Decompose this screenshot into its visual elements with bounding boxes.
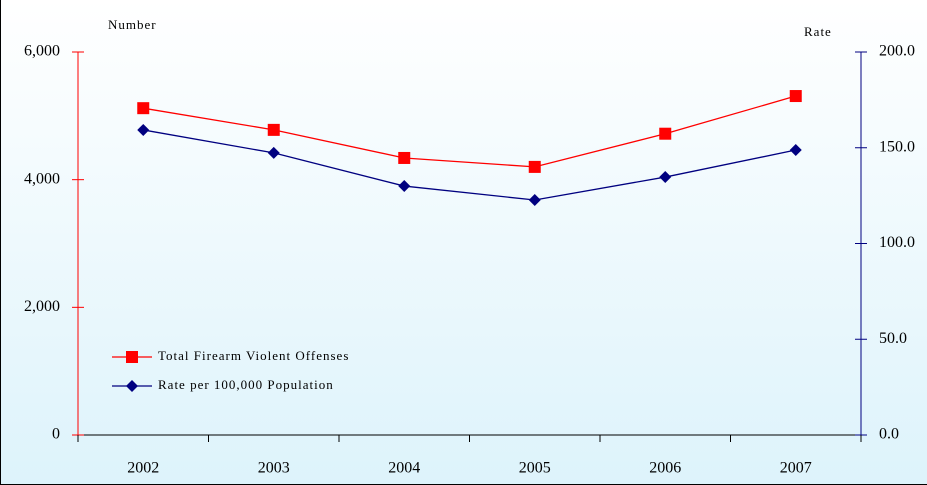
- y-tick-label: 4,000: [24, 170, 60, 187]
- series-line: [143, 95, 796, 168]
- y2-tick-label: 150.0: [879, 138, 915, 155]
- y2-tick-label: 100.0: [879, 234, 915, 251]
- data-point: [789, 90, 802, 103]
- data-point: [528, 160, 541, 173]
- y-tick-label: 2,000: [24, 298, 60, 315]
- legend-label: Total Firearm Violent Offenses: [158, 348, 349, 363]
- x-tick-label: 2004: [388, 460, 420, 477]
- y-tick-label: 6,000: [24, 43, 60, 60]
- legend-marker: [126, 380, 138, 392]
- x-tick-label: 2002: [127, 460, 159, 477]
- legend-label: Rate per 100,000 Population: [158, 377, 334, 392]
- y2-tick-label: 200.0: [879, 43, 915, 60]
- data-point: [137, 123, 150, 136]
- y2-axis-title: Rate: [804, 24, 832, 39]
- x-tick-label: 2006: [649, 460, 681, 477]
- data-point: [789, 144, 802, 157]
- data-point: [659, 127, 672, 140]
- y2-tick-label: 0.0: [879, 426, 899, 443]
- data-point: [659, 171, 672, 184]
- data-point: [398, 180, 411, 193]
- data-point: [137, 102, 150, 115]
- data-point: [528, 194, 541, 207]
- y2-tick-label: 50.0: [879, 330, 907, 347]
- data-point: [267, 123, 280, 136]
- series-line: [143, 129, 796, 201]
- y-tick-label: 0: [52, 426, 60, 443]
- data-point: [398, 151, 411, 164]
- legend-marker: [126, 351, 138, 363]
- x-tick-label: 2007: [780, 460, 812, 477]
- data-point: [267, 146, 280, 159]
- x-tick-label: 2003: [258, 460, 290, 477]
- x-tick-label: 2005: [519, 460, 551, 477]
- y-axis-title: Number: [108, 17, 157, 32]
